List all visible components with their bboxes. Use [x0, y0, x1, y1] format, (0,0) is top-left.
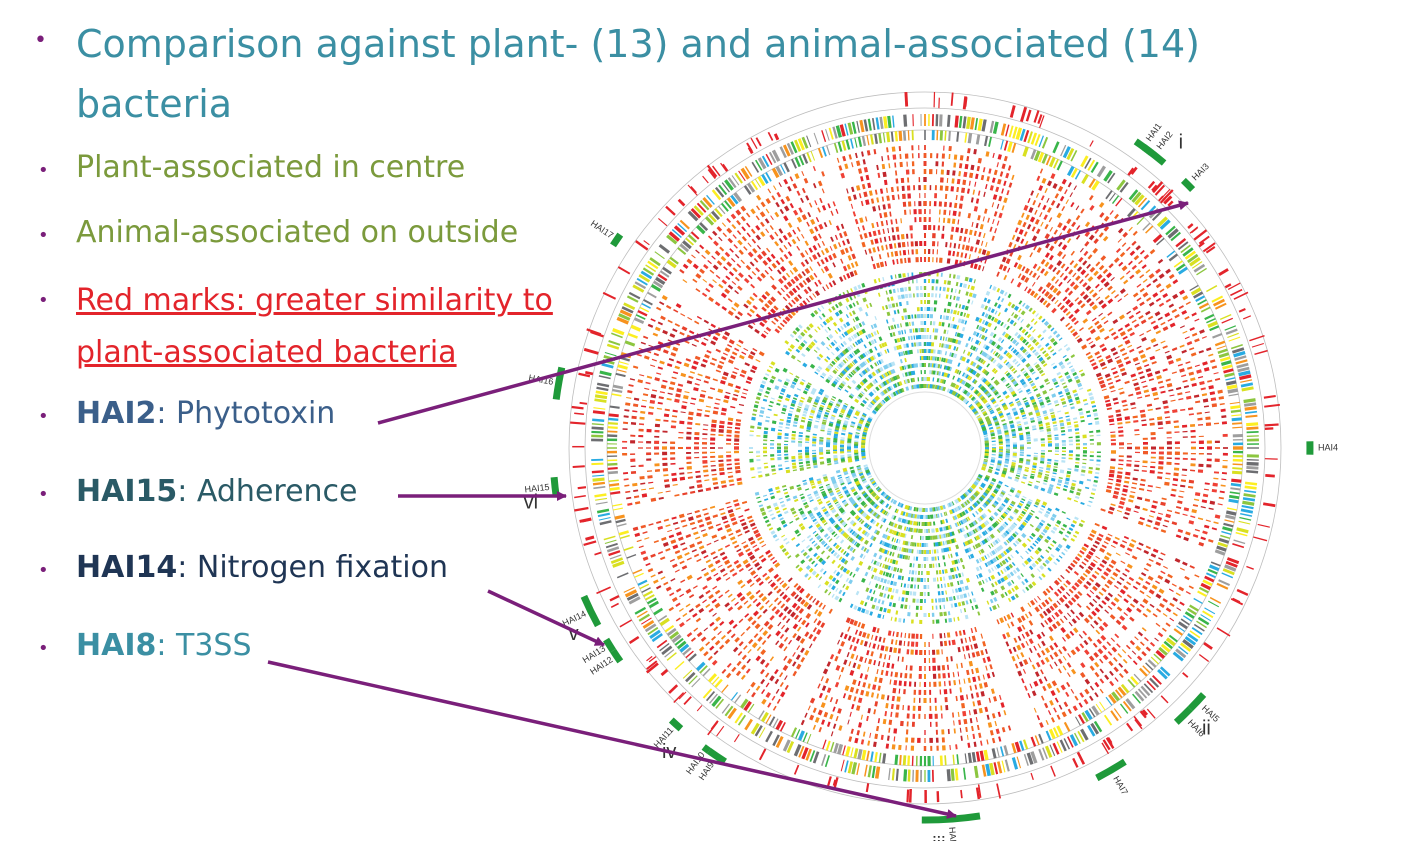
hai-box	[921, 812, 981, 824]
bullet-marker: •	[38, 290, 49, 311]
arrow-hai8	[267, 660, 957, 819]
hai2-name: HAI2	[76, 396, 157, 431]
hai15-name: HAI15	[76, 474, 178, 509]
bullet-red-marks-line1: Red marks: greater similarity to	[76, 283, 553, 318]
hai14-name: HAI14	[76, 550, 178, 585]
bullet-marker: •	[38, 484, 49, 505]
hai-labels: HAI1HAI2HAI3HAI4HAI5HAI6HAI7HAI8HAI9HAI1…	[524, 121, 1338, 841]
bullet-hai2: HAI2: Phytotoxin	[76, 396, 335, 431]
hai-box	[610, 232, 624, 248]
hai-label: HAI17	[589, 218, 615, 240]
hai14-desc: : Nitrogen fixation	[177, 550, 449, 585]
hai-box	[603, 637, 616, 653]
hai-label: HAI7	[1111, 774, 1130, 796]
bullet-marker: •	[38, 160, 49, 181]
hai-box	[550, 476, 560, 498]
hai-label: HAI15	[524, 482, 550, 495]
arrow-hai14	[487, 589, 605, 647]
roman-label: ii	[1202, 718, 1211, 740]
bullet-plant-centre: Plant-associated in centre	[76, 150, 466, 185]
hai-box	[668, 717, 684, 732]
bullet-hai8: HAI8: T3SS	[76, 628, 252, 663]
genome-rings	[568, 91, 1282, 805]
pointer-arrows	[267, 200, 1189, 819]
hai-box	[580, 594, 602, 628]
hai15-desc: : Adherence	[177, 474, 358, 509]
hai-label: HAI8	[947, 827, 958, 841]
hai-box	[1173, 706, 1193, 725]
bullet-marker: •	[38, 560, 49, 581]
hai8-name: HAI8	[76, 628, 157, 663]
roman-label: iii	[932, 834, 945, 841]
bullet-marker: •	[38, 225, 49, 246]
hai2-desc: : Phytotoxin	[156, 396, 336, 431]
hai-region-boxes	[550, 138, 1314, 824]
bullet-animal-outside: Animal-associated on outside	[76, 215, 519, 250]
bullet-hai14: HAI14: Nitrogen fixation	[76, 550, 448, 585]
hai-box	[1095, 758, 1127, 782]
hai-label: HAI3	[1190, 161, 1211, 182]
roman-label: v	[569, 623, 579, 645]
bullet-hai15: HAI15: Adherence	[76, 474, 358, 509]
bullet-red-marks-line2: plant-associated bacteria	[76, 335, 457, 370]
hai-box	[706, 748, 727, 765]
hai-box	[1141, 144, 1167, 166]
hai-box	[701, 744, 712, 754]
hai-box	[1180, 177, 1196, 193]
arrow-hai2	[377, 200, 1189, 425]
bullet-marker: •	[34, 28, 47, 53]
bullet-marker: •	[38, 406, 49, 427]
hai8-desc: : T3SS	[156, 628, 252, 663]
roman-label: i	[1179, 131, 1183, 153]
hai-box	[552, 366, 566, 400]
hai-box	[1187, 692, 1207, 712]
hai-label: HAI4	[1318, 442, 1338, 452]
red-similarity-marks	[570, 91, 1281, 804]
slide-title: Comparison against plant- (13) and anima…	[76, 22, 1200, 126]
hai-box	[610, 648, 624, 664]
bullet-marker: •	[38, 638, 49, 659]
